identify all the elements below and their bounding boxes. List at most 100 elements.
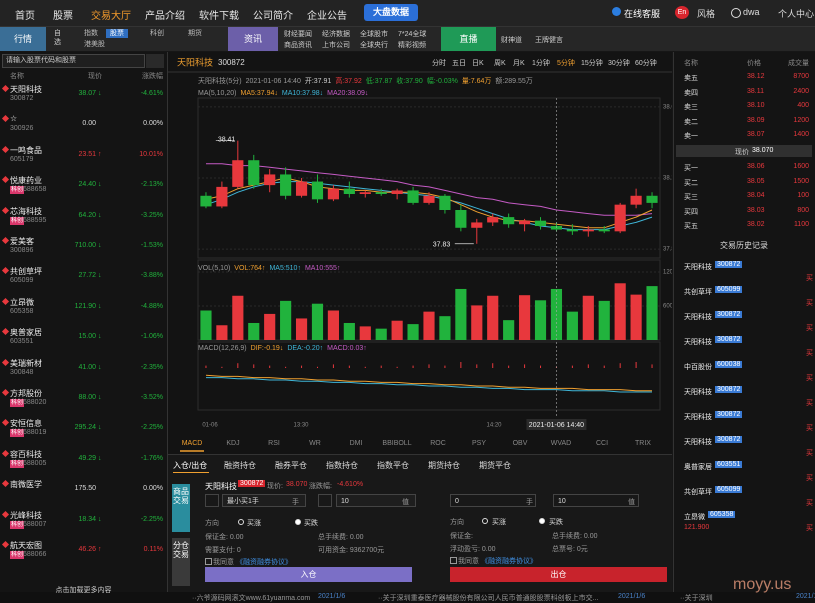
sell-agree-box[interactable]: [450, 557, 457, 564]
search-input[interactable]: 请输入股票代码和股票: [2, 54, 145, 68]
news-link[interactable]: 经济数据: [322, 31, 350, 38]
stock-name[interactable]: 天阳科技: [10, 85, 42, 94]
live-tab[interactable]: 直播: [441, 27, 496, 51]
news-link[interactable]: 商品资讯: [284, 42, 312, 49]
stock-name[interactable]: 南微医学: [10, 480, 42, 490]
market-tab[interactable]: 期货: [188, 30, 202, 37]
indicator-tab[interactable]: CCI: [596, 440, 608, 447]
amount-select[interactable]: [318, 494, 332, 507]
trade-tab[interactable]: 融资持仓: [224, 461, 256, 470]
market-tab[interactable]: 股票: [106, 29, 128, 38]
sell-button[interactable]: 出仓: [450, 567, 667, 582]
sell-up[interactable]: 买涨: [492, 519, 506, 526]
user-center[interactable]: 个人中心: [778, 9, 815, 19]
nav-item[interactable]: 股票: [53, 11, 73, 22]
news-link[interactable]: 7*24全球: [398, 31, 427, 38]
market-tab[interactable]: 港美股: [84, 41, 105, 48]
news-link[interactable]: 全球央行: [360, 42, 388, 49]
indicator-tab[interactable]: BBIBOLL: [382, 440, 411, 447]
search-button[interactable]: [146, 54, 164, 68]
stock-name[interactable]: 共创草坪: [10, 267, 42, 277]
agree-box[interactable]: [205, 558, 212, 565]
stock-name[interactable]: 美瑞新材: [10, 358, 42, 368]
history-name: 天阳科技: [684, 264, 712, 271]
stock-name[interactable]: 安恒信息: [10, 419, 42, 429]
ticker-item[interactable]: ··关于深圳: [680, 595, 713, 602]
nav-item[interactable]: 企业公告: [307, 11, 347, 22]
live-link[interactable]: 王牌健言: [535, 37, 563, 44]
input-box[interactable]: 10: [336, 494, 416, 507]
lang-button[interactable]: En: [675, 6, 689, 19]
input-box[interactable]: 最小买1手: [222, 494, 306, 507]
lots-select[interactable]: [205, 494, 219, 507]
ticker-item[interactable]: ··六爷源码网滚文www.61yuanma.com: [192, 595, 311, 602]
indicator-tab[interactable]: TRIX: [635, 440, 651, 447]
news-link[interactable]: 财经要闻: [284, 31, 312, 38]
trade-tab[interactable]: 指数平仓: [377, 461, 409, 470]
stock-name[interactable]: 光峰科技: [10, 510, 42, 520]
side-button[interactable]: 分仓交易: [172, 538, 190, 586]
quote-tab[interactable]: 行情: [0, 27, 46, 51]
side-button[interactable]: 商品交易: [172, 484, 190, 532]
stock-name[interactable]: 立昂微: [10, 297, 34, 307]
stock-name[interactable]: 爱美客: [10, 237, 34, 246]
stock-name[interactable]: 航天宏图: [10, 541, 42, 550]
radio[interactable]: [295, 519, 301, 525]
trade-tab[interactable]: 入仓/出仓: [173, 461, 208, 470]
data-button[interactable]: 大盘数据: [364, 4, 418, 21]
stock-name[interactable]: 悦康药业: [10, 176, 42, 186]
indicator-tab[interactable]: OBV: [513, 440, 528, 447]
stock-tag: 科创: [10, 186, 25, 195]
indicator-tab[interactable]: WR: [309, 440, 321, 447]
indicator-tab[interactable]: RSI: [268, 440, 280, 447]
load-more[interactable]: 点击加载更多内容: [55, 587, 112, 594]
sell-down[interactable]: 买跌: [549, 519, 563, 526]
fav-tab[interactable]: 自选: [54, 30, 61, 46]
stock-name[interactable]: 奥普家居: [10, 328, 42, 338]
sell-protocol[interactable]: 《融资融券协议》: [481, 558, 537, 565]
up-option[interactable]: 买涨: [247, 520, 261, 527]
stock-name[interactable]: 芯海科技: [10, 206, 42, 216]
trade-tab[interactable]: 指数持仓: [326, 461, 358, 470]
style-link[interactable]: 风格: [697, 9, 716, 19]
trade-tab[interactable]: 期货平仓: [479, 461, 511, 470]
news-link[interactable]: 上市公司: [322, 42, 350, 49]
news-tab[interactable]: 资讯: [228, 27, 278, 51]
indicator-tab[interactable]: MACD: [182, 440, 203, 447]
radio[interactable]: [482, 518, 488, 524]
stock-name[interactable]: 方邦股份: [10, 389, 42, 398]
trade-tab[interactable]: 期货持仓: [428, 461, 460, 470]
market-tab[interactable]: 指数: [84, 30, 98, 37]
news-link[interactable]: 全球股市: [360, 31, 388, 38]
radio[interactable]: [539, 518, 545, 524]
indicator-tab[interactable]: ROC: [430, 440, 446, 447]
indicator-tab[interactable]: PSY: [472, 440, 486, 447]
live-link[interactable]: 财神道: [501, 37, 522, 44]
sell-lots[interactable]: 0: [450, 494, 536, 507]
user-name[interactable]: dwa: [743, 7, 760, 17]
trade-tab[interactable]: 融券平仓: [275, 461, 307, 470]
sell-amount[interactable]: 10: [553, 494, 639, 507]
service-link[interactable]: 在线客服: [624, 9, 661, 19]
indicator-tab[interactable]: WVAD: [551, 440, 571, 447]
indicator-tab[interactable]: DMI: [350, 440, 363, 447]
ticker-item[interactable]: 2021/1/6: [796, 593, 815, 600]
stock-name[interactable]: 一鸣食品: [10, 145, 42, 155]
protocol[interactable]: 《融资融券协议》: [236, 559, 292, 566]
down-option[interactable]: 买跌: [304, 520, 318, 527]
buy-button[interactable]: 入仓: [205, 567, 412, 582]
ticker-item[interactable]: 2021/1/6: [318, 593, 346, 600]
news-link[interactable]: 精彩视频: [398, 42, 426, 49]
radio[interactable]: [238, 519, 244, 525]
nav-item[interactable]: 首页: [15, 11, 35, 22]
nav-item[interactable]: 交易大厅: [91, 11, 131, 22]
indicator-tab[interactable]: KDJ: [226, 440, 239, 447]
ticker-item[interactable]: 2021/1/6: [618, 593, 646, 600]
stock-name[interactable]: 容百科技: [10, 449, 42, 459]
nav-item[interactable]: 软件下载: [199, 11, 239, 22]
market-tab[interactable]: 科创: [150, 30, 164, 37]
nav-item[interactable]: 产品介绍: [145, 11, 185, 22]
ticker-item[interactable]: ··关于深圳重泰医疗器械股份有限公司人民币普通股股票科创板上市交...: [378, 595, 599, 602]
stock-name[interactable]: ☆: [10, 114, 18, 124]
nav-item[interactable]: 公司简介: [253, 11, 293, 22]
